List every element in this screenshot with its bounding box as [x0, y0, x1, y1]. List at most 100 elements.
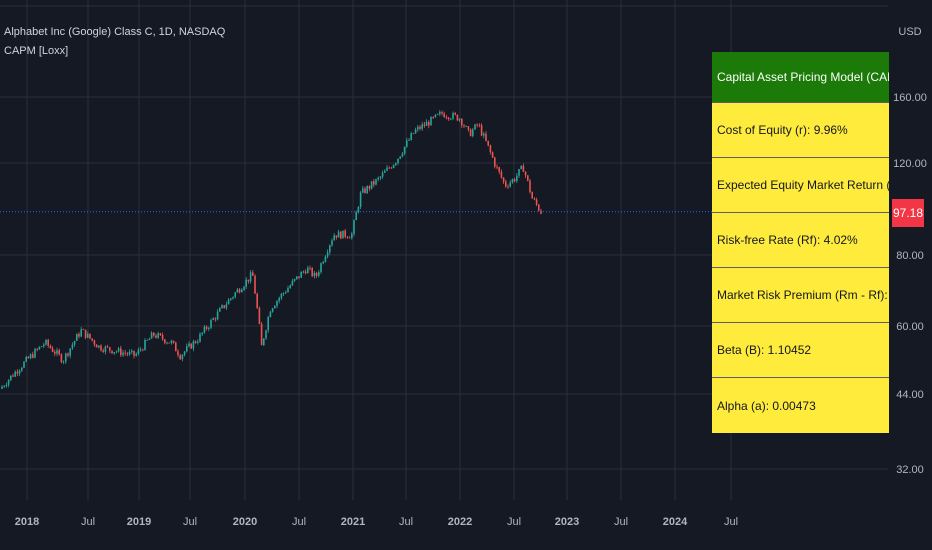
candle-body	[76, 334, 78, 341]
x-tick-label: 2018	[15, 516, 39, 528]
candle-body	[531, 192, 533, 199]
candle-body	[520, 165, 522, 170]
candle-body	[175, 342, 177, 352]
candle-body	[199, 334, 201, 342]
candle-body	[491, 152, 494, 158]
candle-body	[271, 308, 274, 312]
candle-body	[443, 113, 445, 118]
candle-body	[502, 177, 505, 182]
candle-body	[397, 158, 399, 164]
x-tick-label: 2023	[555, 516, 579, 528]
x-tick-label: 2022	[448, 516, 472, 528]
candle-body	[274, 305, 276, 309]
x-tick-label: Jul	[81, 516, 95, 528]
candle-body	[465, 126, 467, 127]
candle-body	[128, 351, 131, 355]
candle-body	[164, 339, 166, 344]
candle-body	[333, 235, 335, 241]
candle-body	[260, 323, 263, 346]
x-tick-label: 2019	[127, 516, 151, 528]
candle-body	[366, 186, 368, 193]
candle-body	[256, 293, 258, 309]
candle-body	[533, 198, 536, 200]
candle-body	[342, 230, 344, 239]
candle-body	[14, 371, 16, 377]
candle-body	[403, 146, 406, 154]
candle-body	[289, 285, 291, 289]
candle-body	[313, 272, 316, 277]
candle-body	[359, 192, 362, 207]
candle-body	[34, 349, 36, 358]
candle-body	[516, 175, 518, 182]
candle-body	[496, 166, 498, 168]
candle-body	[269, 311, 272, 318]
candle-body	[509, 182, 511, 187]
candle-body	[263, 338, 265, 346]
candle-body	[179, 355, 181, 360]
candle-body	[500, 171, 503, 178]
candle-body	[392, 164, 395, 168]
candle-body	[507, 186, 509, 188]
candle-body	[412, 133, 415, 135]
candle-body	[82, 329, 85, 331]
x-tick-label: Jul	[614, 516, 628, 528]
candle-body	[150, 332, 153, 339]
candle-body	[452, 113, 454, 119]
candle-body	[40, 346, 43, 348]
candle-body	[5, 385, 8, 387]
capm-table: Capital Asset Pricing Model (CAPM) Cost …	[712, 52, 889, 433]
candle-body	[109, 347, 111, 351]
candle-body	[379, 176, 382, 178]
candle-body	[450, 118, 452, 120]
candle-body	[487, 140, 489, 146]
candle-body	[408, 139, 410, 141]
candle-body	[388, 167, 390, 169]
candle-body	[278, 298, 280, 301]
candle-body	[434, 114, 437, 118]
candle-body	[227, 299, 230, 305]
candle-body	[439, 112, 441, 114]
candle-body	[428, 121, 430, 126]
candle-body	[445, 117, 448, 119]
candle-body	[456, 114, 459, 121]
candle-body	[181, 354, 184, 360]
candle-body	[216, 311, 219, 320]
candle-body	[51, 348, 54, 352]
candle-body	[348, 237, 351, 239]
candle-body	[331, 240, 333, 246]
candle-body	[461, 118, 463, 126]
capm-risk-premium: Market Risk Premium (Rm - Rf): 4.95%	[712, 268, 889, 323]
indicator-legend[interactable]: CAPM [Loxx]	[4, 45, 69, 57]
y-tick-label: 44.00	[896, 389, 924, 401]
price-axis: 160.00 120.00 80.00 60.00 44.00 32.00	[893, 92, 927, 476]
candle-body	[38, 346, 41, 350]
candle-body	[285, 292, 287, 294]
candle-body	[234, 292, 236, 298]
candle-body	[276, 300, 278, 306]
x-tick-label: Jul	[292, 516, 306, 528]
candle-body	[458, 118, 461, 121]
candle-body	[106, 346, 109, 348]
candle-body	[335, 235, 338, 238]
candle-body	[309, 267, 311, 269]
candle-body	[219, 308, 221, 312]
candle-body	[124, 352, 126, 354]
candle-body	[311, 267, 313, 277]
candle-body	[518, 169, 520, 176]
candle-body	[282, 293, 285, 294]
candle-body	[29, 354, 32, 359]
candle-body	[3, 386, 5, 387]
candle-body	[188, 343, 190, 347]
candle-body	[104, 346, 107, 352]
candle-body	[87, 333, 89, 338]
candle-body	[245, 279, 247, 287]
candle-body	[505, 181, 507, 187]
candle-body	[254, 275, 256, 294]
candle-body	[463, 125, 465, 127]
candle-body	[346, 236, 349, 238]
candle-body	[370, 181, 373, 189]
candle-body	[71, 344, 74, 349]
symbol-legend[interactable]: Alphabet Inc (Google) Class C, 1D, NASDA…	[4, 26, 226, 38]
candle-body	[56, 350, 58, 354]
